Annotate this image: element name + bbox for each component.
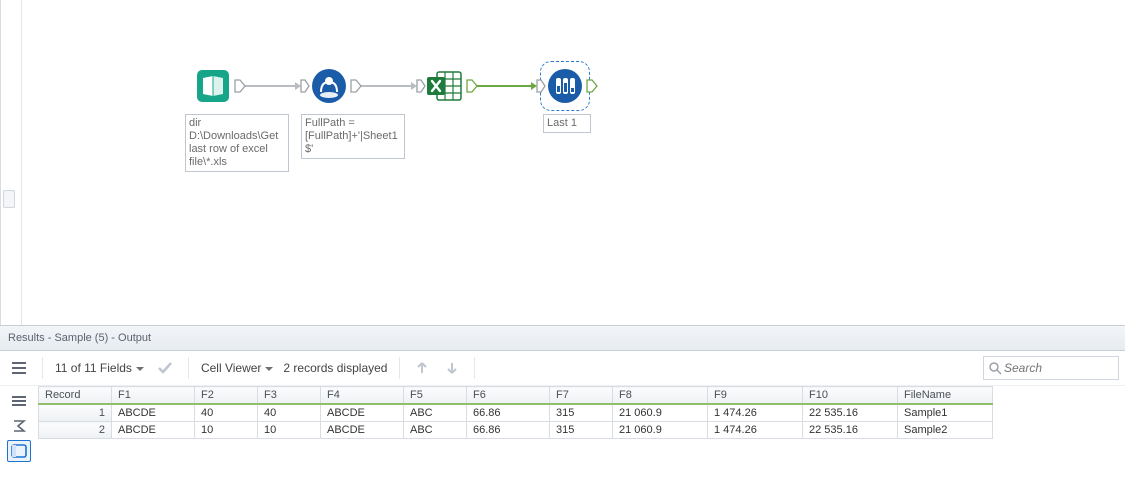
search-input[interactable] [1002,360,1096,376]
column-header[interactable]: F9 [708,387,803,405]
data-cell[interactable]: Sample2 [898,422,993,439]
table-row[interactable]: 2ABCDE1010ABCDEABC66.8631521 060.91 474.… [39,422,993,439]
results-panel-title: Results - Sample (5) - Output [8,332,151,344]
column-header[interactable]: F5 [404,387,467,405]
data-cell[interactable]: 22 535.16 [803,404,898,422]
tool-caption-directory: dir D:\Downloads\Get last row of excel f… [185,114,289,172]
results-view-switch [0,386,38,491]
connection[interactable] [476,85,531,87]
data-cell[interactable]: ABCDE [112,422,195,439]
view-record-icon[interactable] [7,440,31,462]
data-cell[interactable]: ABC [404,422,467,439]
fields-dropdown[interactable]: 11 of 11 Fields [53,361,146,375]
data-cell[interactable]: ABCDE [112,404,195,422]
data-cell[interactable]: 315 [550,422,613,439]
data-cell[interactable]: 10 [195,422,258,439]
format-rows-icon[interactable] [6,356,32,380]
data-cell[interactable]: 1 474.26 [708,422,803,439]
anchor-out[interactable] [586,79,596,93]
data-cell[interactable]: 21 060.9 [613,404,708,422]
anchor-out[interactable] [350,79,360,93]
workflow-canvas[interactable]: dir D:\Downloads\Get last row of excel f… [0,0,1125,325]
column-header[interactable]: F3 [258,387,321,405]
separator [42,357,43,379]
data-cell[interactable]: 66.86 [467,422,550,439]
results-toolbar: 11 of 11 Fields Cell Viewer 2 records di… [0,351,1125,386]
connection[interactable] [244,85,295,87]
anchor-out[interactable] [466,79,476,93]
anchor-in[interactable] [416,79,426,93]
search-box[interactable] [983,356,1119,380]
data-cell[interactable]: ABCDE [321,422,404,439]
data-cell[interactable]: 40 [258,404,321,422]
anchor-out[interactable] [234,79,244,93]
results-grid[interactable]: RecordF1F2F3F4F5F6F7F8F9F10FileName 1ABC… [38,386,993,439]
data-cell[interactable]: 315 [550,404,613,422]
anchor-in[interactable] [536,79,546,93]
data-cell[interactable]: 22 535.16 [803,422,898,439]
tool-caption-formula: FullPath = [FullPath]+'|Sheet1$' [301,114,405,159]
data-cell[interactable]: 40 [195,404,258,422]
column-header[interactable]: F7 [550,387,613,405]
column-header[interactable]: F6 [467,387,550,405]
canvas-left-gutter [1,0,22,325]
record-number-cell[interactable]: 2 [39,422,112,439]
results-panel-header: Results - Sample (5) - Output [0,325,1125,351]
column-header[interactable]: FileName [898,387,993,405]
results-grid-wrap[interactable]: RecordF1F2F3F4F5F6F7F8F9F10FileName 1ABC… [38,386,1125,491]
view-list-icon[interactable] [7,390,31,412]
data-cell[interactable]: 10 [258,422,321,439]
connection[interactable] [360,85,411,87]
separator [188,357,189,379]
tool-formula[interactable]: FullPath = [FullPath]+'|Sheet1$' [309,66,349,106]
column-header[interactable]: F8 [613,387,708,405]
column-header[interactable]: F2 [195,387,258,405]
sort-asc-icon[interactable] [410,356,434,380]
tool-dynamicinput[interactable] [425,66,465,106]
data-cell[interactable]: Sample1 [898,404,993,422]
data-cell[interactable]: ABCDE [321,404,404,422]
data-cell[interactable]: 66.86 [467,404,550,422]
column-header[interactable]: F10 [803,387,898,405]
data-cell[interactable]: ABC [404,404,467,422]
separator [399,357,400,379]
tool-directory[interactable]: dir D:\Downloads\Get last row of excel f… [193,66,233,106]
cell-viewer-dropdown[interactable]: Cell Viewer [199,361,275,375]
view-sigma-icon[interactable] [7,415,31,437]
records-displayed-label: 2 records displayed [281,361,389,375]
data-cell[interactable]: 21 060.9 [613,422,708,439]
search-icon [988,361,1002,375]
record-number-cell[interactable]: 1 [39,404,112,422]
separator [474,357,475,379]
anchor-in[interactable] [300,79,310,93]
column-header[interactable]: Record [39,387,112,405]
apply-check-icon[interactable] [152,356,178,380]
tool-caption-sample: Last 1 [543,114,591,133]
column-header[interactable]: F1 [112,387,195,405]
column-header[interactable]: F4 [321,387,404,405]
data-cell[interactable]: 1 474.26 [708,404,803,422]
tool-sample[interactable]: Last 1 [545,66,585,106]
sort-desc-icon[interactable] [440,356,464,380]
table-row[interactable]: 1ABCDE4040ABCDEABC66.8631521 060.91 474.… [39,404,993,422]
